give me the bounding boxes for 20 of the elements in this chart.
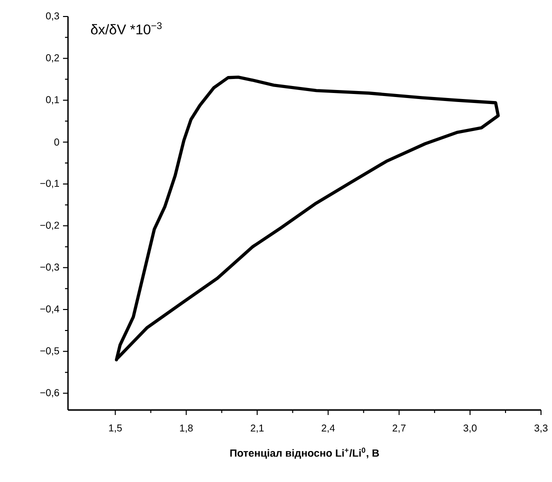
y-tick-label: −0,4 (40, 305, 60, 314)
y-tick-label: −0,2 (40, 222, 59, 230)
y-tick-label: −0,3 (40, 264, 60, 272)
x-axis-title: Потенціал відносно Li$^{+}$/Li$^{0}$, B (230, 448, 379, 459)
y-tick-label: −0,5 (40, 347, 60, 356)
line-series (114, 76, 500, 362)
y-tick-label: −0,1 (40, 180, 59, 188)
y-tick-label: 0,1 (46, 96, 59, 104)
x-tick-label: 2,1 (250, 424, 264, 433)
y-tick-label: 0,3 (46, 12, 60, 21)
y-tick-label: 0 (54, 138, 60, 146)
x-tick-label: 1,5 (109, 424, 122, 433)
x-tick-label: 3,0 (464, 424, 477, 433)
y-tick-label: −0,6 (40, 389, 60, 398)
y-tick-label: 0,2 (46, 54, 59, 62)
y-axis-title: δx/δV *10$^{−3}$ (91, 22, 162, 34)
x-tick-label: 1,8 (180, 424, 193, 433)
x-tick-label: 3,3 (534, 424, 548, 433)
x-tick-label: 2,4 (322, 424, 335, 433)
x-tick-label: 2,7 (392, 424, 406, 433)
